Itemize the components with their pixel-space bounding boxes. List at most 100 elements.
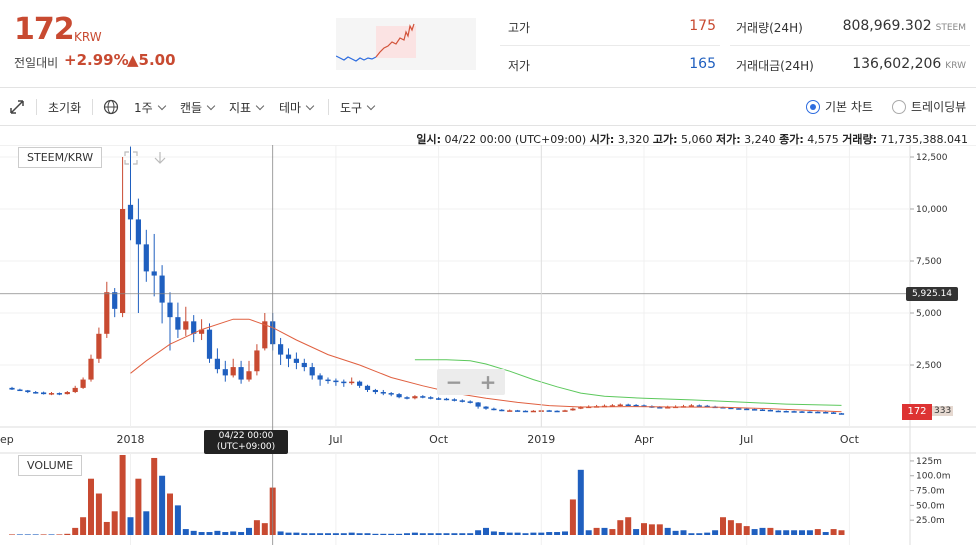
candle-body bbox=[88, 358, 94, 380]
candle-body bbox=[507, 410, 513, 412]
candle-body bbox=[657, 407, 663, 409]
candle-body bbox=[285, 354, 292, 359]
volume-bar bbox=[775, 530, 782, 535]
period-label: 1주 bbox=[134, 101, 153, 115]
zoom-out-button[interactable]: − bbox=[445, 370, 463, 394]
candle-body bbox=[475, 402, 481, 407]
volume-bar bbox=[704, 532, 711, 535]
volume-bar bbox=[404, 533, 410, 535]
reset-button[interactable]: 초기화 bbox=[48, 101, 82, 115]
volume-bar bbox=[206, 532, 213, 535]
volume-bar bbox=[95, 493, 102, 535]
x-tick-label: Jul bbox=[739, 433, 753, 446]
volume-bar bbox=[325, 533, 331, 535]
info-date-label: 일시: bbox=[416, 133, 441, 146]
volume-bar bbox=[198, 532, 205, 535]
candle-body bbox=[333, 380, 339, 383]
candle-body bbox=[467, 401, 473, 403]
candle-body bbox=[783, 410, 789, 413]
volume-bar bbox=[348, 532, 355, 535]
volume-bar bbox=[562, 531, 568, 535]
candle-body bbox=[625, 404, 631, 407]
candle-body bbox=[609, 405, 615, 407]
volume-bar bbox=[317, 533, 324, 535]
candle-body bbox=[380, 392, 386, 394]
candle-body bbox=[191, 321, 197, 334]
ohlc-info-line: 일시: 04/22 00:00 (UTC+09:00) 시가: 3,320 고가… bbox=[416, 131, 968, 147]
volume-bar bbox=[135, 478, 142, 535]
info-low: 3,240 bbox=[744, 133, 776, 146]
candle-body bbox=[33, 392, 39, 394]
candle-body bbox=[515, 410, 521, 412]
candle-body bbox=[720, 407, 726, 409]
volume-bar bbox=[569, 499, 576, 535]
volume-bar bbox=[625, 517, 632, 535]
candle-body bbox=[230, 367, 236, 376]
candle-body bbox=[262, 321, 268, 349]
candle-body bbox=[412, 396, 418, 399]
volume-bar bbox=[656, 524, 663, 535]
chevron-down-icon bbox=[366, 101, 376, 111]
candle-body bbox=[451, 399, 457, 401]
volume-bar bbox=[380, 533, 387, 535]
volume-bar bbox=[9, 534, 15, 535]
info-close: 4,575 bbox=[807, 133, 839, 146]
candle-body bbox=[428, 397, 434, 399]
volume-bar bbox=[285, 532, 292, 535]
grid bbox=[0, 145, 976, 545]
candle-body bbox=[72, 387, 78, 393]
candle-body bbox=[80, 379, 86, 388]
candle-body bbox=[499, 409, 505, 412]
volume-bar bbox=[641, 523, 647, 535]
amount-24h-unit: KRW bbox=[945, 61, 966, 71]
candle-body bbox=[665, 407, 671, 409]
volume-bar bbox=[16, 534, 23, 535]
candle-body bbox=[96, 333, 102, 359]
zoom-in-button[interactable]: + bbox=[479, 370, 497, 394]
candle-body bbox=[736, 408, 742, 410]
volume-24h-number: 808,969.302 bbox=[842, 18, 932, 34]
volume-bar bbox=[253, 520, 260, 535]
candle-body bbox=[570, 408, 576, 411]
candle-dropdown[interactable]: 캔들 bbox=[180, 99, 216, 116]
volume-bar bbox=[688, 533, 695, 535]
radio-unselected-icon bbox=[892, 100, 906, 114]
volume-bar bbox=[301, 533, 308, 535]
volume-bar bbox=[585, 530, 592, 535]
x-tick-label: Apr bbox=[634, 433, 654, 446]
volume-bar bbox=[411, 532, 418, 535]
basic-chart-radio[interactable]: 기본 차트 bbox=[806, 98, 873, 115]
volume-bar bbox=[672, 530, 679, 535]
candle-body bbox=[222, 369, 228, 376]
candle-body bbox=[459, 400, 465, 402]
volume-bar bbox=[554, 532, 561, 535]
expand-icon[interactable] bbox=[124, 151, 138, 165]
arrow-down-icon[interactable] bbox=[154, 151, 166, 165]
globe-icon[interactable] bbox=[103, 99, 119, 115]
theme-dropdown[interactable]: 테마 bbox=[279, 99, 315, 116]
tools-dropdown[interactable]: 도구 bbox=[340, 99, 376, 116]
period-dropdown[interactable]: 1주 bbox=[134, 99, 166, 116]
indicator-dropdown[interactable]: 지표 bbox=[229, 99, 265, 116]
volume-bar bbox=[451, 533, 458, 535]
candle-label: 캔들 bbox=[180, 101, 203, 115]
candle-body bbox=[135, 219, 141, 245]
tradingview-radio[interactable]: 트레이딩뷰 bbox=[892, 98, 966, 115]
fullscreen-icon[interactable] bbox=[10, 100, 24, 114]
volume-bar bbox=[182, 529, 189, 535]
candle-body bbox=[688, 405, 694, 407]
candlestick-chart[interactable]: 12,50010,0007,5005,0002,5000ep2018JulOct… bbox=[0, 145, 976, 545]
candle-body bbox=[254, 350, 260, 372]
candle-body bbox=[56, 393, 62, 395]
y-tick-label: 2,500 bbox=[916, 361, 942, 371]
candle-body bbox=[372, 389, 378, 393]
volume-bar bbox=[277, 531, 284, 535]
volume-bar bbox=[806, 530, 813, 535]
volume-bar bbox=[601, 527, 608, 535]
volume-bar bbox=[246, 527, 252, 535]
amount-24h-number: 136,602,206 bbox=[852, 56, 942, 72]
volume-tick-label: 25.0m bbox=[916, 516, 945, 526]
candle-body bbox=[301, 362, 307, 368]
pair-tag: STEEM/KRW bbox=[18, 147, 103, 168]
volume-bar bbox=[32, 534, 39, 535]
